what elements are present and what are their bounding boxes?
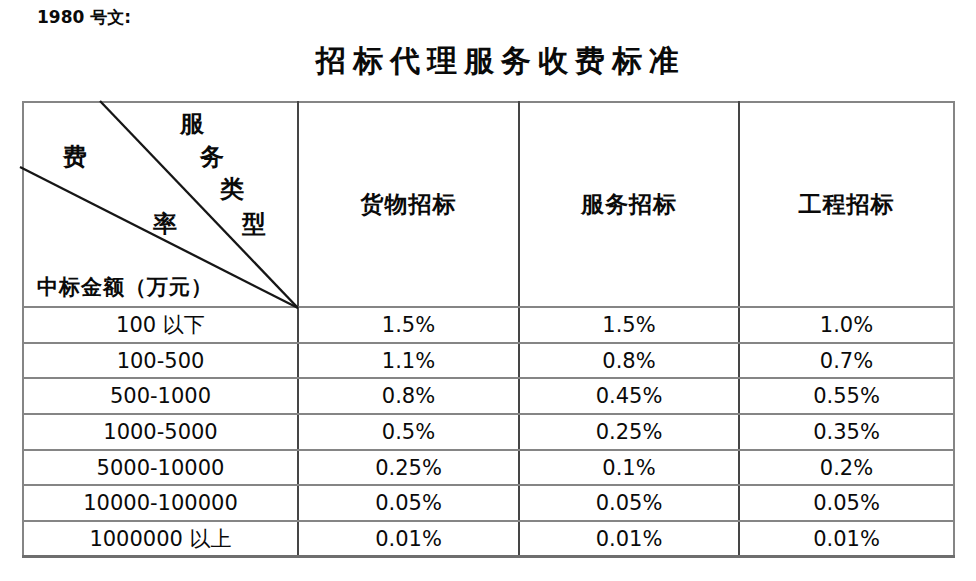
table-body: 100 以下 1.5% 1.5% 1.0% 100-500 1.1% 0.8% … (23, 307, 954, 557)
amount-range-cell: 100 以下 (23, 307, 298, 343)
rate-cell-service: 0.25% (519, 414, 739, 450)
rate-cell-goods: 0.25% (298, 450, 519, 486)
rate-cell-goods: 1.1% (298, 343, 519, 379)
rate-cell-service: 0.8% (519, 343, 739, 379)
rate-cell-engineering: 0.7% (739, 343, 954, 379)
table-row: 1000-5000 0.5% 0.25% 0.35% (23, 414, 954, 450)
rate-cell-engineering: 0.2% (739, 450, 954, 486)
rate-cell-service: 0.01% (519, 521, 739, 557)
column-header-goods: 货物招标 (298, 102, 519, 307)
table-row: 100 以下 1.5% 1.5% 1.0% (23, 307, 954, 343)
rate-cell-goods: 0.05% (298, 485, 519, 521)
amount-range-cell: 10000-100000 (23, 485, 298, 521)
rate-cell-service: 0.45% (519, 378, 739, 414)
rate-cell-service: 0.1% (519, 450, 739, 486)
rate-cell-goods: 0.8% (298, 378, 519, 414)
corner-label-service-type-char: 类 (220, 177, 244, 201)
corner-label-service-type-char: 型 (242, 212, 266, 236)
amount-range-cell: 5000-10000 (23, 450, 298, 486)
table-row: 1000000 以上 0.01% 0.01% 0.01% (23, 521, 954, 557)
fee-standard-table: 服 务 类 型 费 率 中标金额（万元） 货物招标 服务招标 工程招标 100 … (22, 101, 955, 558)
rate-cell-service: 0.05% (519, 485, 739, 521)
column-header-engineering: 工程招标 (739, 102, 954, 307)
rate-cell-goods: 0.01% (298, 521, 519, 557)
page-title: 招标代理服务收费标准 (0, 43, 976, 79)
diagonal-corner-cell: 服 务 类 型 费 率 中标金额（万元） (23, 102, 298, 307)
corner-label-amount: 中标金额（万元） (37, 274, 213, 300)
corner-label-rate-char: 费 (63, 145, 87, 169)
table-row: 100-500 1.1% 0.8% 0.7% (23, 343, 954, 379)
rate-cell-engineering: 1.0% (739, 307, 954, 343)
table-row: 5000-10000 0.25% 0.1% 0.2% (23, 450, 954, 486)
rate-cell-engineering: 0.05% (739, 485, 954, 521)
column-header-service: 服务招标 (519, 102, 739, 307)
doc-number: 1980 号文: (37, 6, 131, 28)
rate-cell-service: 1.5% (519, 307, 739, 343)
document-page: 1980 号文: 招标代理服务收费标准 服 务 类 型 费 (0, 0, 976, 581)
table-row: 10000-100000 0.05% 0.05% 0.05% (23, 485, 954, 521)
amount-range-cell: 100-500 (23, 343, 298, 379)
rate-cell-goods: 1.5% (298, 307, 519, 343)
table-row: 500-1000 0.8% 0.45% 0.55% (23, 378, 954, 414)
rate-cell-goods: 0.5% (298, 414, 519, 450)
table-header-row: 服 务 类 型 费 率 中标金额（万元） 货物招标 服务招标 工程招标 (23, 102, 954, 307)
corner-label-rate-char: 率 (153, 212, 177, 236)
rate-cell-engineering: 0.35% (739, 414, 954, 450)
amount-range-cell: 1000000 以上 (23, 521, 298, 557)
amount-range-cell: 1000-5000 (23, 414, 298, 450)
amount-range-cell: 500-1000 (23, 378, 298, 414)
corner-label-service-type-char: 服 (180, 112, 204, 136)
rate-cell-engineering: 0.55% (739, 378, 954, 414)
rate-cell-engineering: 0.01% (739, 521, 954, 557)
corner-label-service-type-char: 务 (200, 145, 224, 169)
